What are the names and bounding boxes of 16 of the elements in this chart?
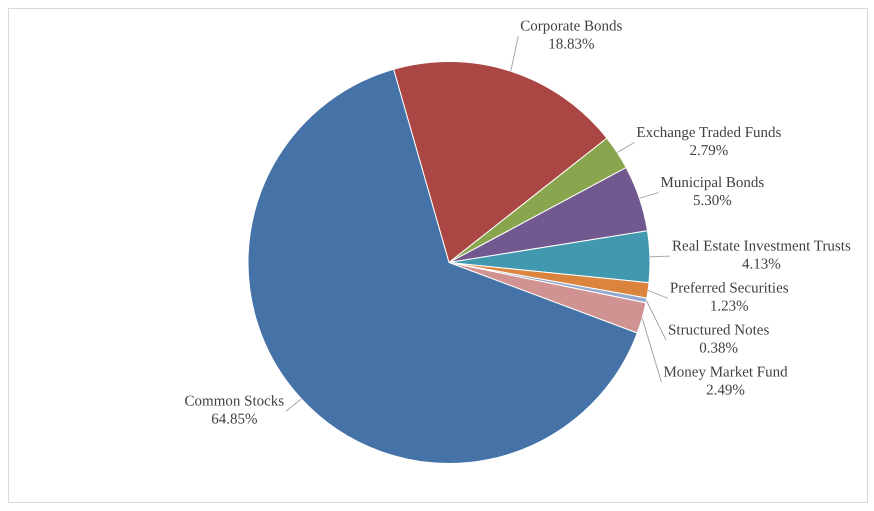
data-label: 5.30% <box>693 192 732 209</box>
slice-label: Corporate Bonds <box>520 18 623 35</box>
slice-label: Preferred Securities <box>670 280 789 297</box>
slice-label: Common Stocks <box>184 394 284 410</box>
slice-label: Exchange Traded Funds <box>636 125 782 142</box>
slice-label: Structured Notes <box>668 322 770 339</box>
data-label: 0.38% <box>699 340 738 357</box>
data-label: 2.79% <box>690 143 728 160</box>
data-label: 1.23% <box>710 298 749 315</box>
data-label: 18.83% <box>548 36 594 53</box>
slice-label: Money Market Fund <box>663 364 788 381</box>
data-label: 64.85% <box>211 412 258 428</box>
data-label: 2.49% <box>706 382 745 399</box>
slice-label: Real Estate Investment Trusts <box>672 238 851 255</box>
data-label: 4.13% <box>742 256 781 273</box>
slice-label: Municipal Bonds <box>660 174 764 191</box>
